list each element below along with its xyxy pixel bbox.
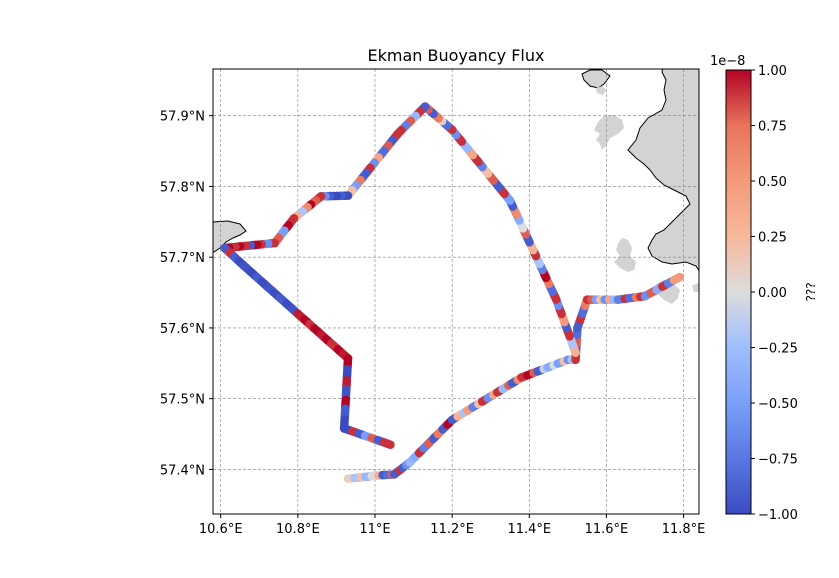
land-island-a: [596, 86, 606, 95]
colorbar-tick-label: 1.00: [758, 64, 787, 79]
land-island-e: [692, 282, 699, 292]
track-point: [386, 440, 395, 449]
land-east-mainland: [627, 69, 699, 272]
colorbar-tick-label: 0.25: [758, 231, 787, 246]
colorbar-tick-label: 0.00: [758, 286, 787, 301]
colorbar-tick-label: 0.75: [758, 120, 787, 135]
plot-frame: [212, 68, 700, 515]
land-west-coast: [213, 220, 247, 253]
lon-tick-label: 11°E: [359, 522, 390, 537]
colorbar: [725, 69, 752, 515]
colorbar-tick-label: −0.25: [758, 342, 798, 357]
land-island-b: [594, 115, 624, 150]
lat-tick-label: 57.5°N: [160, 393, 205, 408]
lat-tick-label: 57.6°N: [160, 322, 205, 337]
lat-axis: 57.4°N 57.5°N 57.6°N 57.7°N 57.8°N 57.9°N: [160, 110, 213, 478]
ship-track: [220, 102, 685, 483]
land-northeast-island: [581, 69, 611, 89]
colorbar-ticks: 1.00 0.75 0.50 0.25 0.00 −0.25 −0.50 −0.75 −1.00: [751, 64, 798, 523]
colorbar-tick-label: 0.50: [758, 175, 787, 190]
lon-tick-label: 11.2°E: [430, 522, 474, 537]
gridlines: [213, 69, 699, 514]
land-layer: [213, 69, 699, 304]
lon-tick-label: 11.4°E: [507, 522, 551, 537]
lat-tick-label: 57.9°N: [160, 110, 205, 125]
plot-background: [213, 69, 699, 514]
colorbar-tick-label: −1.00: [758, 508, 798, 523]
colorbar-tick-label: −0.50: [758, 397, 798, 412]
lon-axis: 10.6°E 10.8°E 11°E 11.2°E 11.4°E 11.6°E 11.8°E: [199, 514, 706, 537]
colorbar-label: ???: [804, 282, 818, 301]
colorbar-tick-label: −0.75: [758, 453, 798, 468]
lon-tick-label: 11.6°E: [585, 522, 629, 537]
lon-tick-label: 10.6°E: [199, 522, 243, 537]
map-title: Ekman Buoyancy Flux: [368, 46, 545, 65]
lon-tick-label: 11.8°E: [662, 522, 706, 537]
land-island-c: [614, 238, 636, 272]
track-point: [675, 272, 685, 282]
colorbar-scale-text: 1e−8: [710, 54, 745, 69]
lat-tick-label: 57.7°N: [160, 251, 205, 266]
lat-tick-label: 57.8°N: [160, 180, 205, 195]
lat-tick-label: 57.4°N: [160, 463, 205, 478]
lon-tick-label: 10.8°E: [276, 522, 320, 537]
